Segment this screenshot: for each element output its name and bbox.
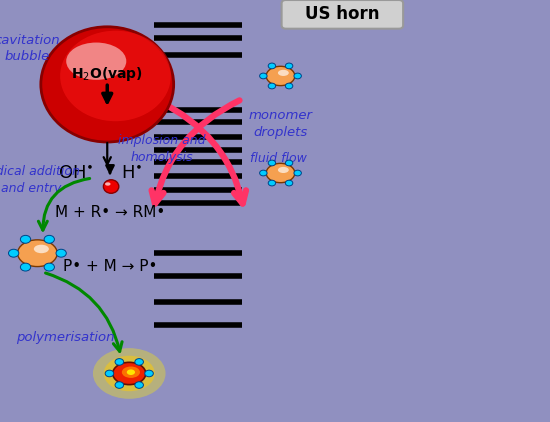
Ellipse shape <box>266 163 295 183</box>
Circle shape <box>268 63 276 69</box>
Text: monomer
droplets: monomer droplets <box>249 109 312 139</box>
Ellipse shape <box>103 356 155 391</box>
Circle shape <box>8 249 19 257</box>
Circle shape <box>294 170 301 176</box>
Text: US horn: US horn <box>305 5 380 23</box>
Ellipse shape <box>126 369 135 375</box>
Ellipse shape <box>266 66 295 86</box>
Circle shape <box>115 382 124 388</box>
FancyBboxPatch shape <box>282 0 403 29</box>
Circle shape <box>105 370 114 377</box>
Text: H$_2$O(vap): H$_2$O(vap) <box>72 65 143 83</box>
Circle shape <box>285 160 293 166</box>
Text: polymerisation: polymerisation <box>15 331 114 344</box>
Ellipse shape <box>66 43 126 80</box>
Ellipse shape <box>18 240 57 267</box>
Text: radical addition
and entry: radical addition and entry <box>0 165 80 195</box>
Circle shape <box>268 180 276 186</box>
Text: implosion and
homolysis: implosion and homolysis <box>118 134 206 164</box>
Circle shape <box>135 359 144 365</box>
Text: H$^{\bullet}$: H$^{\bullet}$ <box>121 165 143 183</box>
Circle shape <box>56 249 67 257</box>
Ellipse shape <box>278 167 289 173</box>
Ellipse shape <box>34 245 49 253</box>
Circle shape <box>268 83 276 89</box>
Text: cavitation
bubble: cavitation bubble <box>0 34 60 63</box>
Ellipse shape <box>103 180 119 193</box>
Circle shape <box>294 73 301 79</box>
Circle shape <box>145 370 153 377</box>
Circle shape <box>260 170 267 176</box>
Circle shape <box>115 359 124 365</box>
Text: M + R• → RM•: M + R• → RM• <box>55 205 165 220</box>
Circle shape <box>20 263 31 271</box>
Ellipse shape <box>60 31 171 121</box>
Circle shape <box>285 180 293 186</box>
Ellipse shape <box>93 348 166 399</box>
Text: P• + M → P•: P• + M → P• <box>63 259 157 274</box>
Text: OH$^{\bullet}$: OH$^{\bullet}$ <box>58 165 94 183</box>
Circle shape <box>135 382 144 388</box>
Text: fluid flow: fluid flow <box>250 152 307 165</box>
Circle shape <box>285 63 293 69</box>
Circle shape <box>44 263 54 271</box>
Ellipse shape <box>122 366 140 378</box>
Ellipse shape <box>113 362 146 384</box>
Circle shape <box>44 235 54 243</box>
Circle shape <box>285 83 293 89</box>
Ellipse shape <box>278 70 289 76</box>
Ellipse shape <box>105 182 111 186</box>
Circle shape <box>20 235 31 243</box>
Ellipse shape <box>41 27 174 142</box>
Circle shape <box>260 73 267 79</box>
Circle shape <box>268 160 276 166</box>
